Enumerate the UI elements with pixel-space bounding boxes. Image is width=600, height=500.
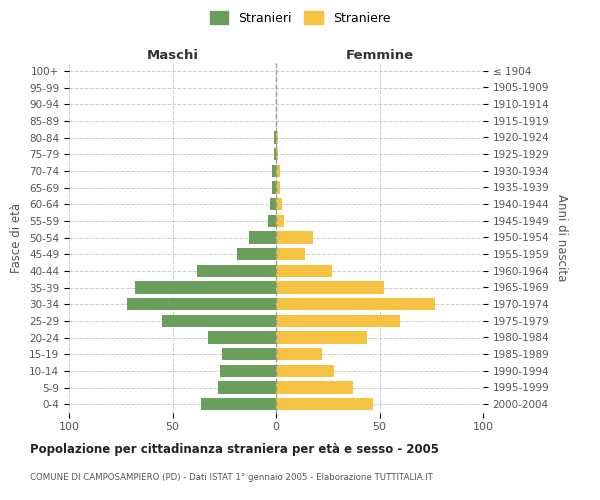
Bar [276, 264, 332, 277]
Text: Popolazione per cittadinanza straniera per età e sesso - 2005: Popolazione per cittadinanza straniera p… [30, 442, 439, 456]
Bar [208, 331, 276, 344]
Bar [272, 181, 276, 194]
Bar [276, 131, 278, 144]
Text: Maschi: Maschi [146, 48, 199, 62]
Text: Femmine: Femmine [346, 48, 413, 62]
Bar [218, 381, 276, 394]
Y-axis label: Fasce di età: Fasce di età [10, 202, 23, 272]
Bar [276, 381, 353, 394]
Bar [276, 148, 278, 160]
Bar [276, 248, 305, 260]
Bar [276, 231, 313, 244]
Bar [276, 181, 280, 194]
Bar [276, 298, 436, 310]
Bar [162, 314, 276, 327]
Text: COMUNE DI CAMPOSAMPIERO (PD) - Dati ISTAT 1° gennaio 2005 - Elaborazione TUTTITA: COMUNE DI CAMPOSAMPIERO (PD) - Dati ISTA… [30, 472, 433, 482]
Bar [276, 198, 282, 210]
Bar [270, 198, 276, 210]
Bar [274, 131, 276, 144]
Bar [276, 398, 373, 410]
Bar [220, 364, 276, 377]
Bar [276, 331, 367, 344]
Bar [274, 148, 276, 160]
Bar [202, 398, 276, 410]
Legend: Stranieri, Straniere: Stranieri, Straniere [205, 6, 395, 30]
Bar [222, 348, 276, 360]
Bar [276, 214, 284, 227]
Bar [268, 214, 276, 227]
Bar [272, 164, 276, 177]
Bar [276, 348, 322, 360]
Bar [276, 281, 383, 293]
Bar [276, 314, 400, 327]
Bar [236, 248, 276, 260]
Bar [276, 364, 334, 377]
Bar [127, 298, 276, 310]
Bar [276, 164, 280, 177]
Y-axis label: Anni di nascita: Anni di nascita [555, 194, 568, 281]
Bar [249, 231, 276, 244]
Bar [135, 281, 276, 293]
Bar [197, 264, 276, 277]
